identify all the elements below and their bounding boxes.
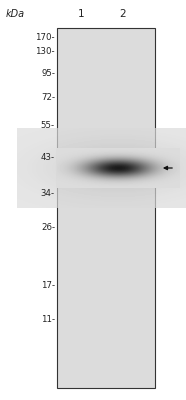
Text: 43-: 43-: [41, 154, 55, 162]
Text: 34-: 34-: [41, 190, 55, 198]
Text: kDa: kDa: [5, 9, 24, 19]
Text: 1: 1: [78, 9, 84, 19]
Text: 11-: 11-: [41, 316, 55, 324]
Bar: [57, 28, 155, 388]
Text: 95-: 95-: [41, 70, 55, 78]
Text: 170-: 170-: [35, 34, 55, 42]
Text: 2: 2: [119, 9, 126, 19]
Text: 130-: 130-: [35, 48, 55, 56]
Text: 17-: 17-: [41, 280, 55, 290]
Text: 26-: 26-: [41, 224, 55, 232]
Text: 55-: 55-: [41, 120, 55, 130]
Text: 72-: 72-: [41, 92, 55, 102]
